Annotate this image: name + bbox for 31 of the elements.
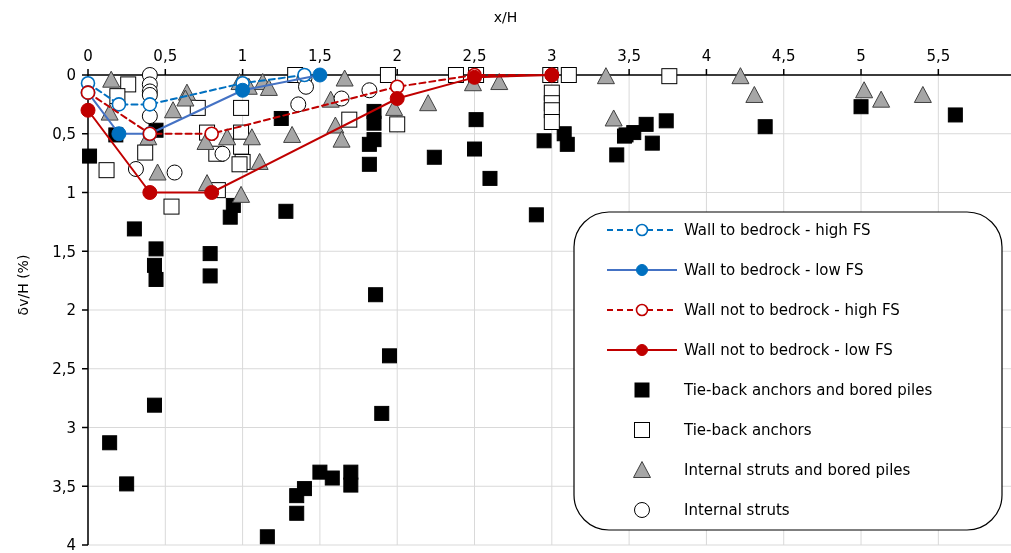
x-tick-label: 0: [83, 47, 93, 65]
y-axis-title: δv/H (%): [15, 254, 31, 316]
legend-label: Wall not to bedrock - high FS: [684, 301, 900, 320]
x-tick-label: 5,5: [926, 47, 951, 65]
y-tick-label: 2,5: [52, 360, 76, 378]
legend-label: Internal struts: [684, 501, 790, 520]
y-tick-label: 1,5: [52, 242, 76, 261]
x-tick-label: 3: [547, 47, 557, 65]
x-tick-label: 4: [701, 47, 712, 65]
legend-label: Wall to bedrock - low FS: [684, 261, 864, 280]
y-tick-label: 2: [66, 301, 76, 320]
x-tick-label: 2: [392, 47, 402, 65]
x-axis-title: x/H: [493, 9, 518, 25]
legend-label: Tie-back anchors and bored piles: [683, 381, 933, 400]
x-tick-label: 4,5: [771, 47, 796, 65]
x-tick-label: 2,5: [462, 47, 487, 65]
y-tick-label: 4: [66, 536, 76, 553]
legend-label: Wall to bedrock - high FS: [684, 221, 871, 240]
legend-label: Tie-back anchors: [683, 421, 812, 440]
x-tick-label: 5: [856, 47, 866, 65]
x-tick-label: 1: [237, 47, 248, 65]
y-tick-label: 1: [66, 183, 76, 202]
legend-label: Wall not to bedrock - low FS: [684, 341, 893, 360]
y-tick-label: 3,5: [52, 477, 76, 496]
x-tick-label: 0,5: [153, 47, 178, 65]
y-tick-label: 3: [66, 418, 76, 437]
legend-label: Internal struts and bored piles: [684, 461, 911, 480]
y-tick-label: 0: [66, 66, 76, 85]
y-tick-label: 0,5: [52, 125, 76, 143]
x-tick-label: 1,5: [307, 47, 332, 65]
x-tick-label: 3,5: [617, 47, 642, 65]
